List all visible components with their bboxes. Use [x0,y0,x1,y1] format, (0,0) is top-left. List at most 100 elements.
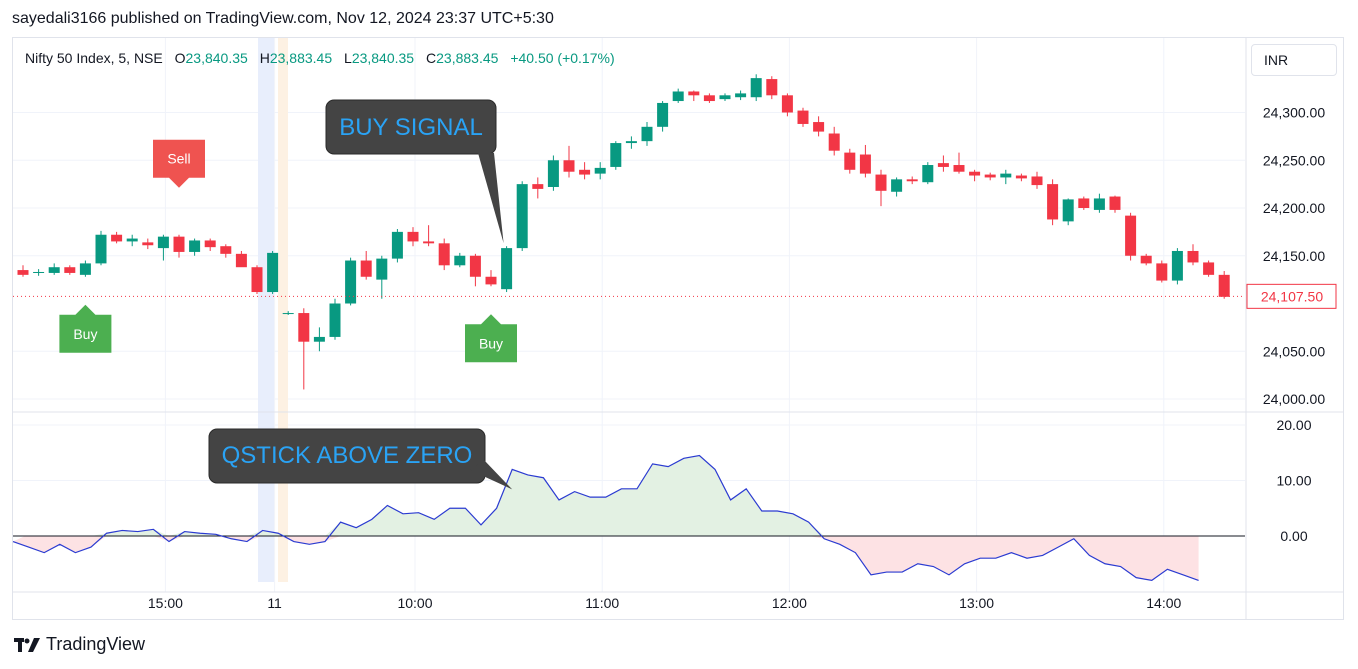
last-price-label: 24,107.50 [1261,288,1323,304]
candle [126,234,138,247]
candle-body [797,110,809,124]
candle-body [298,313,310,342]
candle [1109,195,1121,213]
candle-body [48,267,60,273]
candle-body [391,231,403,259]
high-value: 23,883.45 [269,50,333,66]
candle-body [469,255,481,277]
candle [313,327,325,352]
candle-body [781,95,793,113]
time-tick-label: 15:00 [148,595,183,611]
price-tick-label: 24,150.00 [1263,248,1325,264]
candle [891,177,903,197]
candle [251,265,263,294]
candle [672,88,684,103]
candle [906,176,918,185]
osc-tick-label: 10.00 [1276,473,1311,489]
candle-body [641,126,653,142]
footer-brand[interactable]: TradingView [14,634,145,655]
candle-body [937,163,949,167]
low-value: 23,840.35 [351,50,415,66]
candle [766,76,778,100]
candle [875,169,887,207]
candle-body [516,184,528,249]
sell-signal-box [153,139,205,188]
brand-label: TradingView [46,634,146,654]
candles [17,74,1230,390]
candle-body [766,79,778,96]
candle [1125,212,1137,261]
candle-body [922,165,934,183]
candle [719,93,731,102]
candle [563,145,575,178]
candle [532,177,544,199]
candle [703,93,715,103]
candle-body [1000,173,1012,178]
change-value: +40.50 (+0.17%) [510,50,615,66]
candle-body [1047,184,1059,220]
candle-body [703,95,715,102]
candle-body [345,260,357,304]
price-tick-label: 24,050.00 [1263,343,1325,359]
buy-signal-callout-label: BUY SIGNAL [339,114,483,141]
candle-body [625,141,637,144]
candle-body [1031,176,1043,186]
ohlc-legend: Nifty 50 Index, 5, NSE O23,840.35 H23,88… [25,50,615,66]
high-label: H [259,50,270,66]
candle [391,229,403,263]
time-tick-label: 10:00 [397,595,432,611]
candle [688,90,700,102]
time-tick-label: 11:00 [585,595,619,611]
candle-body [657,102,669,127]
candle-body [33,271,45,273]
candle [142,238,154,250]
buy-signal-callout-box [325,99,497,155]
time-tick-label: 12:00 [772,595,807,611]
candle [95,230,107,266]
candle-body [126,238,138,242]
qstick-callout-box [208,428,486,484]
candle [859,144,871,178]
candle [937,155,949,172]
qstick-line [12,454,1199,582]
candle-body [750,78,762,98]
candle-body [79,263,91,275]
candle-body [329,303,341,337]
candle-body [95,234,107,264]
candle [407,227,419,247]
candle-body [360,260,372,277]
time-tick-label: 13:00 [959,595,994,611]
qstick-negative-area [13,536,1199,581]
candle [282,311,294,315]
session-band [258,38,274,582]
close-value: 23,883.45 [436,50,499,66]
candle [485,270,497,287]
osc-tick-label: 0.00 [1280,528,1307,544]
candle [360,250,372,280]
candle-body [563,160,575,172]
candle-body [891,179,903,192]
candle [173,234,185,258]
candle [267,250,279,294]
candle [1078,196,1090,210]
candle [828,126,840,156]
candle [204,238,216,251]
buy-signal-label: Buy [479,335,503,351]
candle-body [859,154,871,174]
candle-body [376,258,388,280]
qstick-callout-label: QSTICK ABOVE ZERO [222,442,473,469]
buy-signal-box [59,304,112,353]
candle [298,308,310,390]
candle-body [688,91,700,96]
candle [1218,271,1230,299]
candle-body [485,276,497,285]
candle [1031,171,1043,189]
candle [625,136,637,149]
candle-body [1062,199,1074,222]
candle-body [984,174,996,178]
candle [345,257,357,306]
candle [235,250,247,268]
candle-body [220,246,232,254]
currency-button[interactable]: INR [1251,44,1337,76]
